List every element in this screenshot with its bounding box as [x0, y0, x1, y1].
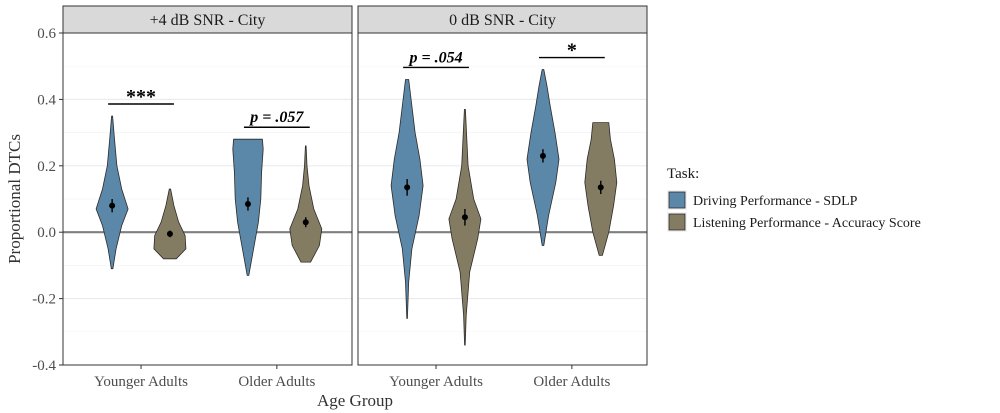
legend-swatch-listening — [668, 213, 686, 231]
group-younger-adults: *** Younger Adults — [94, 86, 188, 390]
mean-point — [109, 202, 116, 209]
panel-title: 0 dB SNR - City — [449, 12, 556, 29]
significance-label: p = .057 — [248, 109, 304, 126]
violin-driving-sdlp — [95, 115, 129, 270]
legend-swatch-driving — [668, 191, 686, 209]
violin-listening-accuracy — [289, 145, 323, 263]
mean-point — [302, 219, 309, 226]
violin-listening-accuracy — [153, 188, 187, 260]
x-tick-label: Younger Adults — [389, 374, 483, 390]
y-axis: -0.4 -0.2 0.0 0.2 0.4 0.6 — [32, 26, 63, 374]
y-tick-label: 0.2 — [37, 159, 56, 175]
x-axis-title: Age Group — [317, 391, 393, 410]
panel-border — [62, 32, 353, 366]
panel-2: 0 dB SNR - City p = .054 Younger Adults * Ol… — [357, 5, 648, 390]
significance-label: * — [567, 40, 577, 62]
y-tick-label: -0.2 — [32, 292, 56, 308]
violin-driving-sdlp — [390, 79, 424, 319]
legend-label: Driving Performance - SDLP — [693, 194, 858, 209]
group-older-adults: * Older Adults — [526, 40, 618, 390]
significance-label: *** — [126, 86, 156, 108]
legend-title: Task: — [667, 166, 699, 182]
mean-point — [404, 184, 411, 191]
x-tick-label: Younger Adults — [94, 374, 188, 390]
group-older-adults: p = .057 Older Adults — [232, 109, 323, 390]
y-tick-label: -0.4 — [32, 358, 56, 374]
mean-point — [461, 214, 468, 221]
mean-point — [539, 152, 546, 159]
panel-strip — [62, 5, 353, 34]
group-younger-adults: p = .054 Younger Adults — [389, 49, 483, 390]
y-axis-title: Proportional DTCs — [5, 134, 24, 264]
panel-border — [357, 32, 648, 366]
panel-strip — [357, 5, 648, 34]
mean-point — [166, 230, 173, 237]
significance-label: p = .054 — [407, 49, 462, 66]
legend-label: Listening Performance - Accuracy Score — [693, 216, 921, 231]
y-tick-label: 0.6 — [37, 26, 56, 42]
mean-point — [597, 184, 604, 191]
y-tick-label: 0.4 — [37, 92, 56, 108]
legend: Task: Driving Performance - SDLP Listening… — [667, 166, 921, 232]
violin-listening-accuracy — [448, 109, 482, 346]
mean-point — [244, 200, 251, 207]
x-tick-label: Older Adults — [238, 374, 315, 390]
y-tick-label: 0.0 — [37, 225, 56, 241]
x-tick-label: Older Adults — [533, 374, 610, 390]
panel-title: +4 dB SNR - City — [150, 12, 266, 29]
panel-1: +4 dB SNR - City *** Younger Adults p = .05… — [62, 5, 353, 390]
